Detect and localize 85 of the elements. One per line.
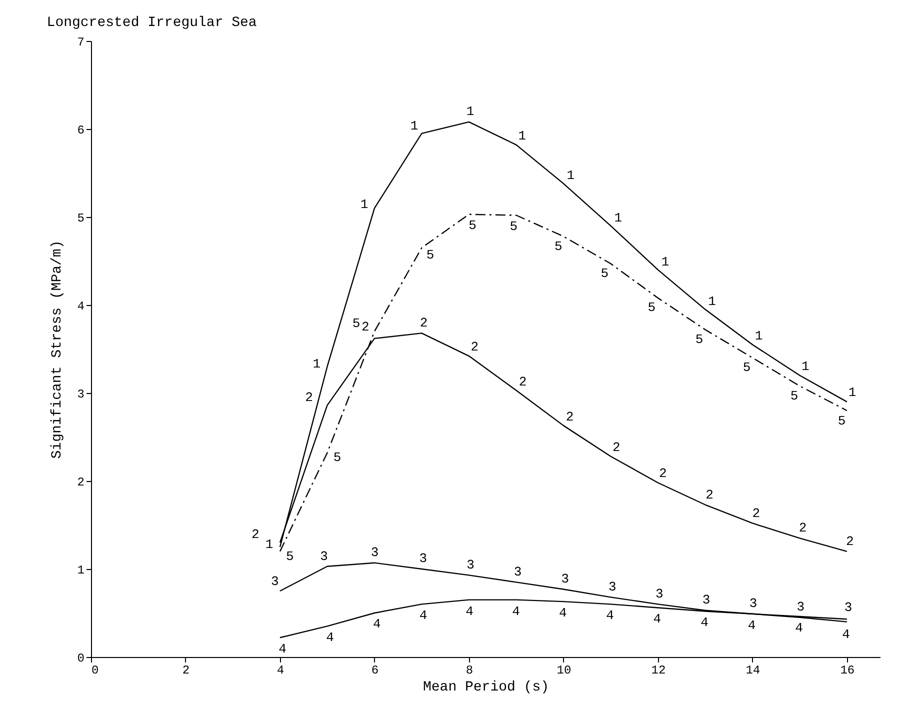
text: 2	[518, 374, 527, 390]
text: 2	[798, 520, 807, 536]
y-tick-label: 2	[77, 476, 84, 490]
text: 2	[566, 410, 574, 425]
text: 2	[251, 527, 260, 542]
text: 1	[708, 294, 716, 309]
text: 5	[838, 413, 846, 428]
text: 4	[419, 608, 428, 624]
text: 1	[754, 328, 763, 344]
x-tick-label: 16	[840, 664, 855, 678]
text: 1	[360, 197, 368, 212]
series-label: 5	[468, 218, 476, 233]
text: 5	[554, 239, 562, 254]
y-tick-label: 4	[77, 300, 84, 314]
text: 1	[410, 118, 418, 134]
y-tick-label: 5	[77, 212, 84, 226]
text: 3	[702, 592, 710, 608]
text: 5	[352, 316, 360, 332]
text: 4	[466, 604, 474, 619]
text: 4	[653, 612, 662, 627]
text: 2	[361, 320, 370, 335]
y-tick-label: 0	[77, 652, 84, 666]
text: 2	[305, 390, 313, 405]
text: 1	[518, 128, 526, 144]
x-axis-title: Mean Period (s)	[422, 680, 550, 696]
text: 4	[278, 641, 286, 656]
text: 3	[370, 544, 379, 560]
x-tick-label: 6	[371, 664, 379, 678]
text: 4	[748, 618, 756, 633]
text: 1	[312, 356, 321, 372]
series-label: 3	[270, 574, 279, 590]
text: 5	[790, 388, 798, 404]
text: 3	[320, 548, 328, 564]
text: 5	[600, 266, 609, 281]
text: 5	[742, 360, 751, 376]
text: 5	[426, 248, 434, 263]
x-tick-label: 14	[746, 664, 760, 678]
text: 4	[559, 606, 567, 621]
text: 5	[695, 332, 704, 347]
text: 3	[656, 586, 664, 602]
series-label: 1	[801, 358, 810, 374]
series-label: 4	[373, 616, 382, 632]
text: 3	[749, 596, 758, 611]
y-axis-title: Significant Stress (MPa/m)	[49, 240, 66, 459]
text: 3	[514, 564, 522, 580]
y-tick-label: 7	[77, 36, 84, 50]
x-tick-label: 8	[466, 664, 474, 678]
text: 1	[566, 168, 575, 184]
text: 4	[606, 608, 614, 624]
x-tick-label: 12	[651, 664, 666, 678]
text: 3	[466, 557, 474, 572]
text: 3	[419, 551, 428, 566]
text: 4	[842, 627, 850, 642]
text: 5	[648, 300, 656, 315]
x-tick-label: 4	[276, 664, 284, 678]
series-label: 2	[659, 466, 667, 481]
text: 3	[796, 599, 805, 614]
text: 4	[795, 620, 803, 636]
text: 1	[614, 210, 622, 226]
y-tick-label: 3	[77, 388, 84, 402]
text: 1	[661, 254, 670, 270]
text: 4	[326, 630, 334, 645]
text: 4	[700, 615, 708, 630]
text: 2	[846, 534, 854, 549]
text: 5	[333, 450, 342, 466]
text: 3	[844, 600, 852, 615]
text: 2	[706, 488, 714, 503]
text: 2	[612, 440, 620, 455]
text: 2	[470, 340, 479, 355]
chart-title: Longcrested Irregular Sea	[46, 15, 257, 31]
x-tick-label: 2	[182, 664, 190, 678]
text: 2	[420, 315, 428, 330]
text: 3	[608, 579, 616, 594]
text: 1	[265, 537, 274, 552]
x-tick-label: 0	[92, 664, 99, 678]
text: 2	[752, 506, 760, 521]
text: 1	[466, 104, 474, 120]
x-tick-label: 10	[556, 664, 572, 678]
y-tick-label: 1	[77, 564, 84, 578]
text: 1	[848, 385, 856, 400]
text: 3	[561, 571, 570, 586]
text: 5	[510, 218, 518, 234]
y-tick-label: 6	[77, 124, 84, 138]
text: 4	[512, 604, 520, 619]
text: 5	[286, 549, 294, 564]
